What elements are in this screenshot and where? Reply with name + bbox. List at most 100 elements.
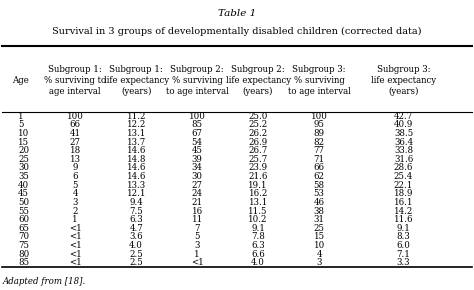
Text: 19.1: 19.1: [248, 181, 268, 190]
Text: 5: 5: [18, 120, 23, 129]
Text: 3: 3: [317, 258, 322, 267]
Text: 77: 77: [314, 146, 325, 155]
Text: 6: 6: [73, 172, 78, 181]
Text: 100: 100: [67, 112, 83, 121]
Text: 13: 13: [70, 155, 81, 164]
Text: 12.1: 12.1: [127, 189, 146, 198]
Text: 5: 5: [73, 181, 78, 190]
Text: 62: 62: [314, 172, 325, 181]
Text: 35: 35: [18, 172, 29, 181]
Text: 38: 38: [314, 206, 325, 215]
Text: 3: 3: [73, 198, 78, 207]
Text: Subgroup 3:
% surviving
to age interval: Subgroup 3: % surviving to age interval: [288, 65, 351, 96]
Text: 66: 66: [314, 164, 325, 173]
Text: 1: 1: [194, 250, 200, 259]
Text: 58: 58: [313, 181, 325, 190]
Text: 14.8: 14.8: [127, 155, 146, 164]
Text: 7.1: 7.1: [397, 250, 410, 259]
Text: <1: <1: [69, 258, 82, 267]
Text: 4.0: 4.0: [251, 258, 265, 267]
Text: 40: 40: [18, 181, 29, 190]
Text: Subgroup 1:
% surviving to
age interval: Subgroup 1: % surviving to age interval: [44, 65, 106, 96]
Text: <1: <1: [69, 232, 82, 241]
Text: 12.2: 12.2: [127, 120, 146, 129]
Text: 75: 75: [18, 241, 29, 250]
Text: 16.2: 16.2: [248, 189, 268, 198]
Text: 14.6: 14.6: [127, 164, 146, 173]
Text: 11.2: 11.2: [127, 112, 146, 121]
Text: 6.0: 6.0: [397, 241, 410, 250]
Text: 6.3: 6.3: [251, 241, 265, 250]
Text: 28.6: 28.6: [394, 164, 413, 173]
Text: 6.3: 6.3: [129, 215, 143, 224]
Text: 21: 21: [191, 198, 203, 207]
Text: 13.1: 13.1: [127, 129, 146, 138]
Text: 26.2: 26.2: [248, 129, 268, 138]
Text: 13.1: 13.1: [248, 198, 268, 207]
Text: 26.9: 26.9: [248, 138, 268, 147]
Text: 15: 15: [313, 232, 325, 241]
Text: 4.0: 4.0: [129, 241, 143, 250]
Text: 2.5: 2.5: [129, 250, 143, 259]
Text: 23.9: 23.9: [248, 164, 268, 173]
Text: 26.7: 26.7: [248, 146, 268, 155]
Text: 11.6: 11.6: [394, 215, 413, 224]
Text: 41: 41: [70, 129, 81, 138]
Text: 82: 82: [313, 138, 325, 147]
Text: 45: 45: [18, 189, 29, 198]
Text: Survival in 3 groups of developmentally disabled children (corrected data): Survival in 3 groups of developmentally …: [52, 27, 422, 36]
Text: 27: 27: [70, 138, 81, 147]
Text: 89: 89: [313, 129, 325, 138]
Text: 2.5: 2.5: [129, 258, 143, 267]
Text: 100: 100: [189, 112, 206, 121]
Text: 53: 53: [314, 189, 325, 198]
Text: 14.6: 14.6: [127, 172, 146, 181]
Text: 4: 4: [73, 189, 78, 198]
Text: <1: <1: [69, 250, 82, 259]
Text: 9.4: 9.4: [129, 198, 143, 207]
Text: 36.4: 36.4: [394, 138, 413, 147]
Text: Subgroup 3:
life expectancy
(years): Subgroup 3: life expectancy (years): [371, 65, 436, 96]
Text: 25: 25: [18, 155, 29, 164]
Text: 2: 2: [73, 206, 78, 215]
Text: 54: 54: [191, 138, 202, 147]
Text: 18: 18: [70, 146, 81, 155]
Text: 1: 1: [73, 215, 78, 224]
Text: 25.4: 25.4: [394, 172, 413, 181]
Text: 30: 30: [191, 172, 202, 181]
Text: 10: 10: [313, 241, 325, 250]
Text: Age: Age: [12, 76, 29, 85]
Text: 3.6: 3.6: [129, 232, 143, 241]
Text: 11: 11: [191, 215, 203, 224]
Text: Table 1: Table 1: [218, 9, 256, 18]
Text: 25.0: 25.0: [248, 112, 268, 121]
Text: Adapted from [18].: Adapted from [18].: [2, 277, 86, 286]
Text: <1: <1: [191, 258, 203, 267]
Text: 38.5: 38.5: [394, 129, 413, 138]
Text: 7.8: 7.8: [251, 232, 265, 241]
Text: 6.6: 6.6: [251, 250, 265, 259]
Text: 4.7: 4.7: [129, 224, 143, 233]
Text: 4: 4: [316, 250, 322, 259]
Text: 21.6: 21.6: [248, 172, 268, 181]
Text: 10.2: 10.2: [248, 215, 268, 224]
Text: 55: 55: [18, 206, 29, 215]
Text: 31: 31: [314, 215, 325, 224]
Text: 3.3: 3.3: [397, 258, 410, 267]
Text: 5: 5: [194, 232, 200, 241]
Text: 25.7: 25.7: [248, 155, 268, 164]
Text: 30: 30: [18, 164, 29, 173]
Text: Subgroup 2:
life expectancy
(years): Subgroup 2: life expectancy (years): [226, 65, 291, 96]
Text: 16: 16: [191, 206, 203, 215]
Text: 9.1: 9.1: [251, 224, 265, 233]
Text: 8.3: 8.3: [397, 232, 410, 241]
Text: 95: 95: [314, 120, 325, 129]
Text: 33.8: 33.8: [394, 146, 413, 155]
Text: 14.2: 14.2: [394, 206, 413, 215]
Text: 85: 85: [191, 120, 203, 129]
Text: Subgroup 2:
% surviving
to age interval: Subgroup 2: % surviving to age interval: [166, 65, 228, 96]
Text: 80: 80: [18, 250, 29, 259]
Text: 70: 70: [18, 232, 29, 241]
Text: 15: 15: [18, 138, 29, 147]
Text: 13.3: 13.3: [127, 181, 146, 190]
